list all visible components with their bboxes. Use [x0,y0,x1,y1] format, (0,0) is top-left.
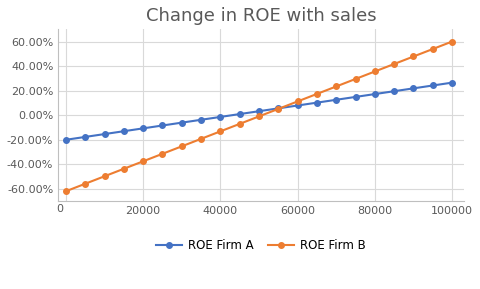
ROE Firm A [217,115,223,119]
ROE Firm A [255,110,261,113]
ROE Firm A [159,124,165,127]
ROE Firm B [255,115,261,118]
ROE Firm B [429,47,435,51]
ROE Firm B [333,85,338,88]
ROE Firm B [140,160,146,163]
ROE Firm A [82,135,88,139]
Line: ROE Firm A: ROE Firm A [63,80,454,142]
ROE Firm B [371,70,377,73]
ROE Firm A [448,81,454,84]
ROE Firm A [120,129,126,133]
ROE Firm A [140,127,146,130]
ROE Firm A [198,118,204,121]
ROE Firm A [101,132,107,136]
Legend: ROE Firm A, ROE Firm B: ROE Firm A, ROE Firm B [151,234,370,257]
ROE Firm B [294,100,300,103]
ROE Firm A [333,98,338,101]
ROE Firm B [410,55,416,58]
ROE Firm A [371,92,377,96]
ROE Firm B [217,130,223,133]
ROE Firm A [429,84,435,87]
ROE Firm B [236,122,242,126]
ROE Firm A [391,90,396,93]
ROE Firm B [391,62,396,66]
ROE Firm B [275,107,281,111]
ROE Firm B [82,182,88,186]
Text: 0: 0 [57,204,63,214]
ROE Firm B [159,152,165,155]
ROE Firm B [448,40,454,43]
Title: Change in ROE with sales: Change in ROE with sales [145,7,375,25]
ROE Firm A [179,121,184,124]
ROE Firm B [352,77,358,81]
ROE Firm A [275,107,281,110]
ROE Firm A [63,138,69,142]
ROE Firm A [236,112,242,116]
ROE Firm A [410,87,416,90]
ROE Firm B [179,144,184,148]
ROE Firm B [63,190,69,193]
Line: ROE Firm B: ROE Firm B [63,39,454,194]
ROE Firm B [120,167,126,171]
ROE Firm B [313,92,319,96]
ROE Firm A [352,95,358,99]
ROE Firm A [294,104,300,107]
ROE Firm B [101,175,107,178]
ROE Firm B [198,137,204,140]
ROE Firm A [313,101,319,104]
